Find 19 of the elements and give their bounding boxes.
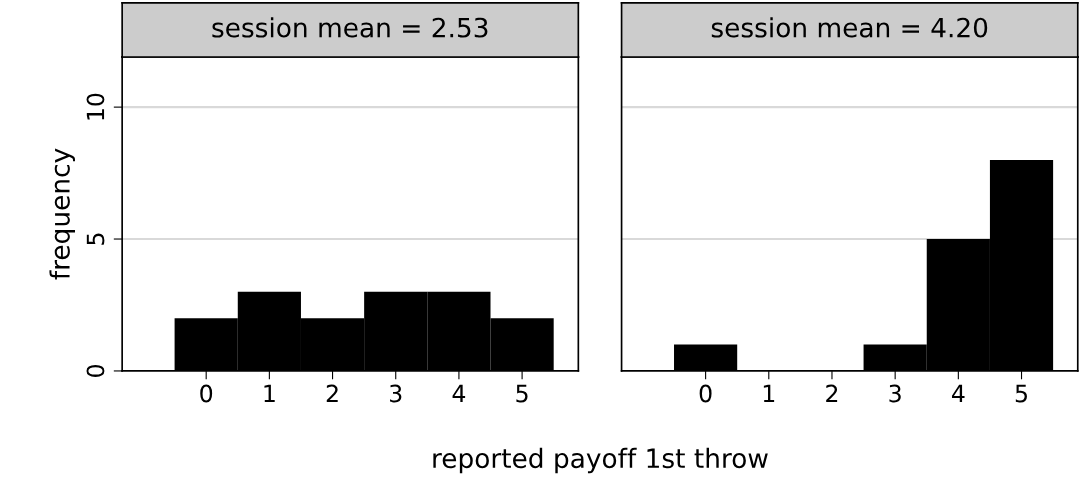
x-tick-label: 3 [889, 384, 901, 403]
x-tick-label: 1 [264, 384, 275, 403]
x-tick-label: 4 [951, 384, 965, 403]
y-tick-label: 10 [86, 93, 105, 120]
x-tick-label: 5 [1015, 384, 1027, 403]
x-tick-label: 4 [452, 384, 466, 403]
y-tick-label: 0 [86, 365, 105, 377]
y-axis-title: frequency [49, 148, 75, 280]
x-tick-label: 0 [699, 384, 712, 403]
x-tick-label: 5 [516, 384, 528, 403]
x-tick-label: 1 [763, 384, 775, 403]
chart-title: session mean = 2.53 [212, 17, 488, 38]
x-tick-label: 3 [390, 384, 402, 403]
chart-title: session mean = 4.20 [711, 17, 988, 38]
x-tick-label: 2 [326, 384, 338, 403]
x-tick-label: 2 [826, 384, 838, 403]
y-tick-label: 5 [86, 233, 105, 245]
x-tick-label: 0 [200, 384, 213, 403]
x-axis-title: reported payoff 1st throw [433, 447, 768, 474]
